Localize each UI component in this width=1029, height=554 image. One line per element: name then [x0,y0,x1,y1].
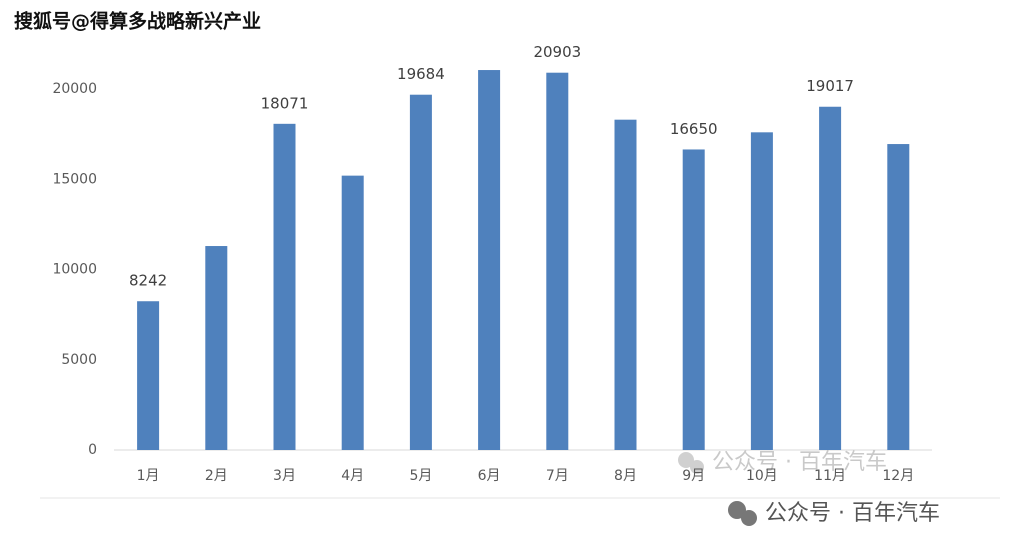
bar [273,123,296,450]
bar [409,94,432,450]
bar [614,119,637,450]
bar [341,175,364,450]
x-tick-label: 4月 [341,468,364,484]
x-tick-label: 8月 [614,468,637,484]
data-label: 16650 [670,120,718,138]
bar [546,72,569,450]
watermark-faint: 公众号 · 百年汽车 [678,450,887,475]
x-tick-label: 7月 [546,468,569,484]
data-label: 20903 [533,43,581,61]
x-tick-label: 5月 [409,468,432,484]
watermark: 公众号 · 百年汽车 [728,501,940,526]
x-tick-label: 1月 [137,468,160,484]
wechat-icon [690,460,704,474]
bar [682,149,705,450]
data-label: 19684 [397,65,445,83]
bar [137,301,160,450]
watermark-text: 公众号 · 百年汽车 [765,501,940,526]
watermark-text: 公众号 · 百年汽车 [712,450,887,475]
x-tick-label: 3月 [273,468,296,484]
x-tick-label: 10月 [746,468,778,484]
bar [819,106,842,450]
bar [205,246,228,450]
bar [750,132,773,450]
wechat-icon [678,452,694,468]
y-tick-label: 20000 [52,81,97,97]
y-tick-label: 15000 [52,171,97,187]
bar [887,144,910,451]
x-tick-label: 9月 [682,468,705,484]
data-label: 18071 [261,94,309,112]
x-tick-label: 11月 [814,468,846,484]
x-tick-label: 6月 [478,468,501,484]
y-tick-label: 10000 [52,262,97,278]
wechat-icon [741,510,757,526]
data-label: 19017 [806,77,854,95]
x-tick-label: 12月 [882,468,914,484]
y-tick-label: 0 [88,442,97,458]
x-tick-label: 2月 [205,468,228,484]
wechat-icon [728,501,746,519]
data-label: 8242 [129,272,167,290]
bar [478,70,501,451]
watermark-title: 搜狐号@得算多战略新兴产业 [14,10,261,33]
y-tick-label: 5000 [61,352,97,368]
